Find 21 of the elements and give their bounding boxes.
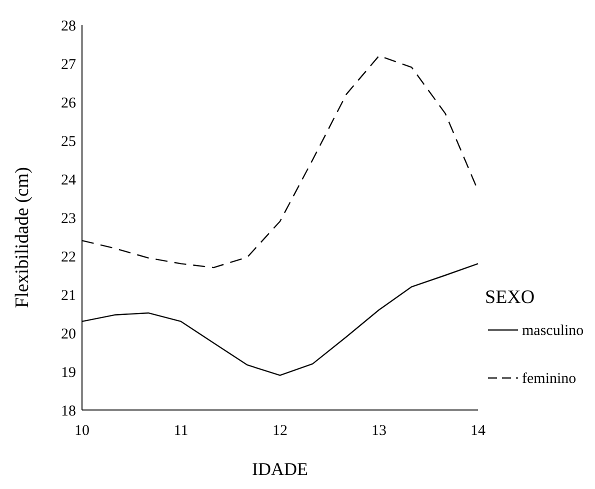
- x-tick-label: 11: [174, 423, 188, 439]
- legend-label: feminino: [522, 371, 576, 387]
- y-tick-label: 22: [61, 249, 76, 266]
- y-tick-label: 27: [61, 56, 76, 73]
- y-tick-label: 20: [61, 326, 76, 342]
- y-tick-label: 28: [61, 18, 76, 34]
- x-tick-label: 12: [272, 423, 288, 439]
- x-tick-label: 10: [74, 423, 90, 439]
- y-tick-label: 25: [61, 134, 76, 150]
- legend-label: masculino: [522, 323, 584, 339]
- x-tick-label: 14: [470, 423, 486, 439]
- x-axis-title: IDADE: [252, 459, 308, 479]
- y-tick-label: 18: [61, 403, 76, 420]
- y-tick-label: 23: [61, 210, 76, 227]
- y-axis-title: Flexibilidade (cm): [12, 167, 33, 308]
- y-tick-label: 19: [61, 364, 76, 381]
- legend-title: SEXO: [485, 287, 535, 308]
- x-tick-label: 13: [372, 423, 386, 439]
- y-tick-label: 26: [61, 95, 76, 112]
- y-tick-label: 24: [61, 172, 76, 188]
- y-tick-label: 21: [61, 288, 76, 304]
